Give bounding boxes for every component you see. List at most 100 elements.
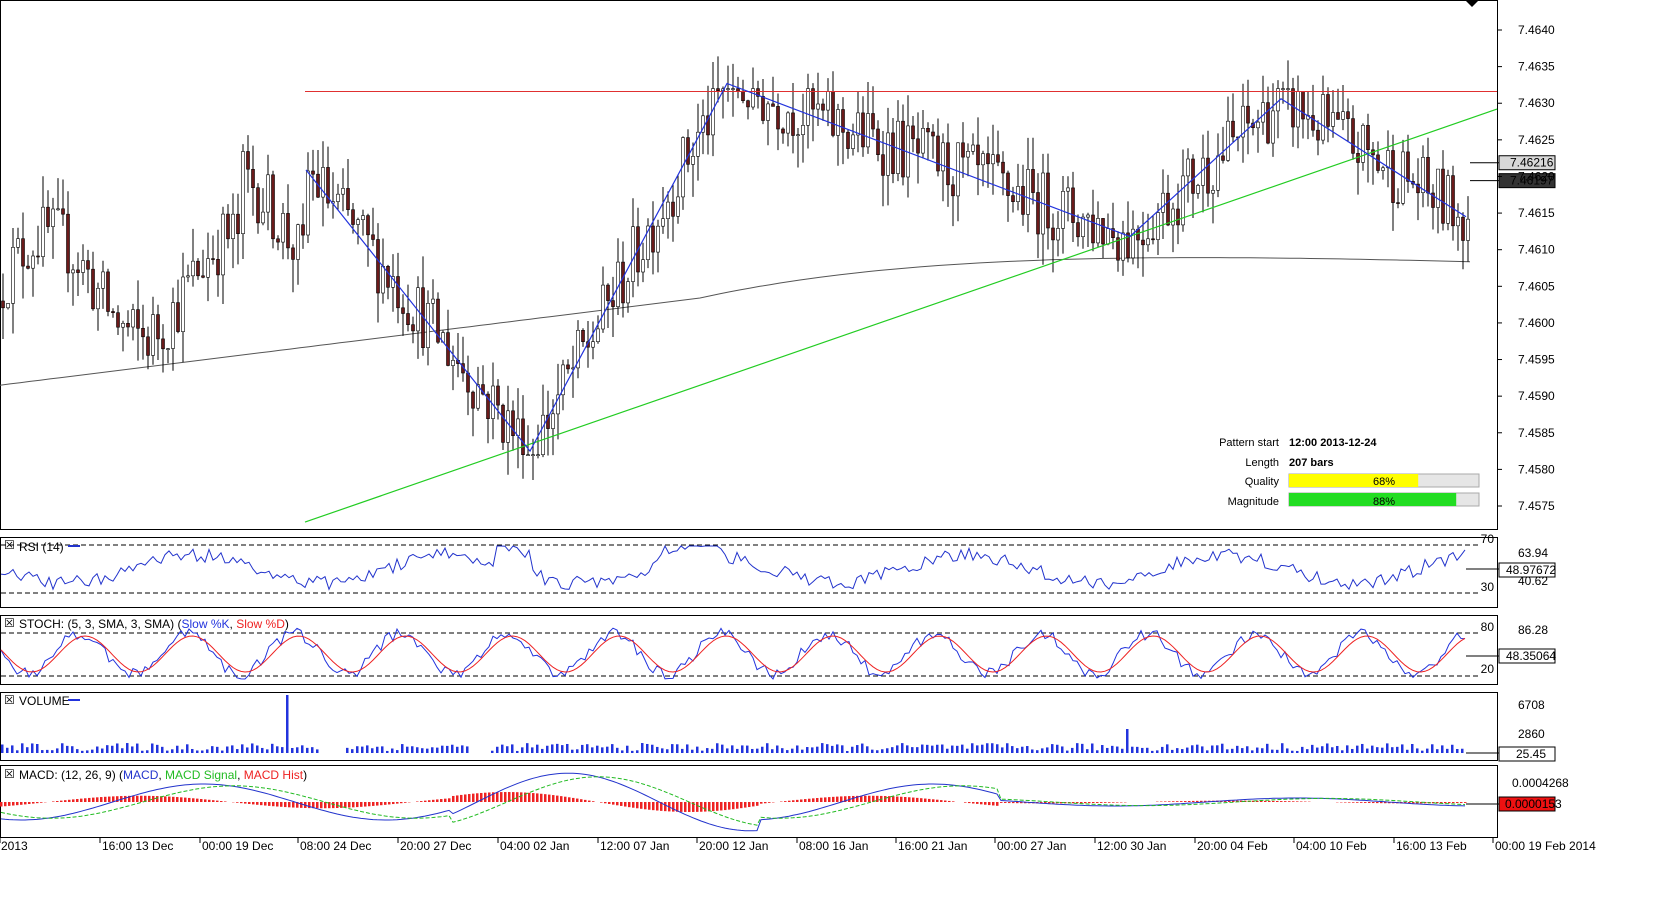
macd-hist-bar <box>180 797 183 802</box>
candle-body <box>366 215 370 236</box>
macd-hist-bar <box>292 802 295 808</box>
candles <box>1 56 1470 480</box>
volume-bar <box>1281 743 1284 753</box>
current-price-box <box>1498 155 1556 171</box>
candle-body <box>756 88 760 97</box>
macd-hist-bar <box>764 802 767 804</box>
macd-hist-bar <box>612 802 615 805</box>
macd-signal-line <box>0 776 1466 826</box>
volume-bar <box>1326 743 1329 753</box>
macd-hist-bar <box>1012 802 1015 804</box>
macd-hist-bar <box>152 795 155 802</box>
price-tick-label: 7.4605 <box>1518 279 1555 293</box>
macd-hist-bar <box>832 796 835 802</box>
macd-hist-bar <box>940 800 943 802</box>
macd-hist-bar <box>1084 802 1087 804</box>
volume-bar <box>256 745 259 753</box>
macd-hist-bar <box>248 802 251 804</box>
candle-body <box>971 144 975 152</box>
volume-bar <box>1456 749 1459 753</box>
macd-hist-bar <box>376 802 379 806</box>
volume-bar <box>6 747 9 753</box>
volume-bar <box>661 748 664 753</box>
volume-bar <box>106 745 109 753</box>
candle-body <box>431 298 435 304</box>
macd-hist-bar <box>1192 800 1195 802</box>
time-tick-label: 08:00 24 Dec <box>300 839 371 853</box>
scroll-marker-icon[interactable] <box>1466 1 1478 7</box>
volume-bar <box>1061 746 1064 753</box>
macd-hist-bar <box>1300 801 1303 802</box>
volume-bar <box>906 745 909 753</box>
macd-hist-bar <box>100 797 103 802</box>
volume-bar <box>1261 748 1264 753</box>
candle-body <box>1216 155 1220 191</box>
macd-hist-bar <box>692 802 695 812</box>
volume-bar <box>551 744 554 753</box>
volume-bar <box>1161 746 1164 753</box>
time-tick-label: 16:00 13 Dec <box>102 839 173 853</box>
macd-hist-bar <box>600 802 603 803</box>
candle-body <box>1246 105 1250 124</box>
macd-hist-bar <box>144 795 147 802</box>
volume-bar <box>301 745 304 753</box>
volume-bar <box>131 746 134 753</box>
volume-bar <box>451 744 454 753</box>
candle-body <box>256 187 260 224</box>
volume-bar <box>151 743 154 753</box>
macd-hist-bar <box>1168 801 1171 802</box>
macd-hist-bar <box>1268 800 1271 802</box>
candle-body <box>81 260 85 273</box>
magnitude-label: Magnitude <box>1228 496 1279 508</box>
volume-bar <box>886 748 889 753</box>
candle-body <box>271 174 275 240</box>
macd-hist-bar <box>636 802 639 809</box>
volume-bar <box>111 745 114 753</box>
volume-bar <box>441 745 444 753</box>
volume-bar <box>1436 749 1439 753</box>
volume-bar <box>1016 748 1019 753</box>
candle-body <box>546 414 550 429</box>
candle-body <box>1211 190 1215 194</box>
candle-body <box>1326 94 1330 127</box>
macd-hist-bar <box>488 792 491 802</box>
candle-body <box>121 322 125 328</box>
macd-hist-bar <box>884 796 887 802</box>
macd-hist-bar <box>680 802 683 812</box>
macd-hist-bar <box>16 802 19 806</box>
macd-hist-bar <box>268 802 271 806</box>
candle-body <box>1261 102 1265 123</box>
candle-body <box>381 265 385 294</box>
time-tick-label: 00:00 19 Dec <box>202 839 273 853</box>
candle-body <box>676 196 680 217</box>
candle-body <box>156 314 160 340</box>
candle-body <box>86 260 90 270</box>
candle-body <box>326 167 330 204</box>
volume-bar <box>611 744 614 753</box>
candle-body <box>1316 129 1320 141</box>
candle-body <box>646 225 650 261</box>
volume-bar <box>911 747 914 753</box>
candle-body <box>1126 232 1130 259</box>
candle-body <box>1141 239 1145 246</box>
macd-hist-bar <box>704 802 707 812</box>
macd-hist-bar <box>132 795 135 802</box>
volume-bar <box>641 743 644 753</box>
macd-hist-bar <box>1060 802 1063 804</box>
candle-body <box>866 113 870 148</box>
candle-body <box>671 201 675 217</box>
macd-hist-bar <box>840 796 843 802</box>
macd-hist-bar <box>1204 800 1207 802</box>
candle-body <box>986 153 990 165</box>
price-axis: 7.4640 7.4635 7.4630 7.4625 7.4620 7.4615 7.46… <box>1497 23 1555 513</box>
volume-bar <box>491 750 494 753</box>
volume-bar <box>176 745 179 753</box>
macd-hist-bar <box>1376 802 1379 804</box>
macd-hist-bar <box>572 797 575 802</box>
candle-body <box>946 142 950 186</box>
macd-hist-bar <box>88 797 91 802</box>
candle-body <box>66 213 70 274</box>
candle-body <box>1111 228 1115 239</box>
candle-body <box>476 384 480 409</box>
